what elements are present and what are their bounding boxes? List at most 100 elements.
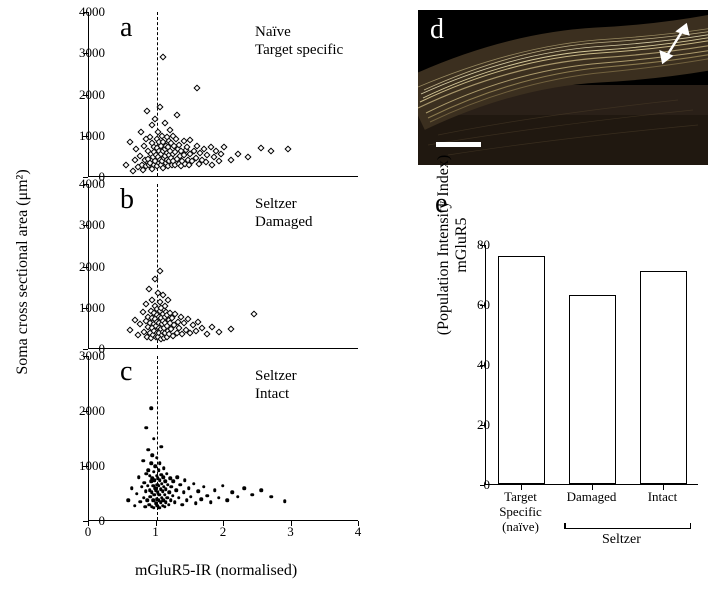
data-point — [251, 493, 255, 497]
x-tick-label: 3 — [287, 524, 294, 540]
data-point — [133, 504, 137, 508]
data-point — [283, 499, 287, 503]
data-point — [285, 145, 292, 152]
bar — [498, 256, 544, 484]
y-tick-mark — [83, 267, 88, 268]
data-point — [183, 479, 187, 483]
data-point — [187, 486, 191, 490]
scatter-y-axis-title: Soma cross sectional area (μm²) — [14, 169, 32, 374]
data-point — [133, 145, 140, 152]
data-point — [221, 484, 225, 488]
data-point — [151, 453, 155, 457]
data-point — [149, 462, 153, 466]
bar-y-tick-mark — [480, 305, 485, 306]
group-label: Seltzer — [602, 532, 641, 548]
data-point — [176, 475, 180, 479]
data-point — [178, 483, 182, 487]
data-point — [182, 491, 186, 495]
bar-y-tick-mark — [480, 245, 485, 246]
data-point — [197, 490, 201, 494]
data-point — [170, 485, 174, 489]
data-point — [270, 495, 274, 499]
data-point — [140, 485, 144, 489]
data-point — [135, 492, 139, 496]
data-point — [215, 328, 222, 335]
data-point — [205, 494, 209, 498]
data-point — [152, 275, 159, 282]
x-tick-mark — [156, 521, 157, 526]
data-point — [145, 498, 149, 502]
y-tick-mark — [83, 356, 88, 357]
panel-b-label: Seltzer Damaged — [255, 195, 312, 231]
data-point — [141, 459, 145, 463]
y-tick-mark — [83, 12, 88, 13]
y-tick-mark — [83, 136, 88, 137]
panel-e-bar-chart: (Population Intensity Index) mGluR5 0204… — [440, 235, 710, 565]
data-point — [153, 464, 157, 468]
figure-container: Soma cross sectional area (μm²) mGluR5-I… — [0, 0, 720, 594]
data-point — [174, 488, 178, 492]
panel-a-letter: a — [120, 12, 132, 44]
group-line — [564, 528, 689, 529]
data-point — [236, 495, 240, 499]
x-tick-label: 1 — [152, 524, 159, 540]
data-point — [126, 327, 133, 334]
data-point — [158, 462, 162, 466]
y-tick-mark — [83, 53, 88, 54]
data-point — [171, 494, 175, 498]
data-point — [123, 161, 130, 168]
bar-y-tick-mark — [480, 485, 485, 486]
panel-c-label: Seltzer Intact — [255, 367, 297, 403]
data-point — [144, 107, 151, 114]
data-point — [259, 488, 263, 492]
data-point — [204, 151, 211, 158]
data-point — [143, 505, 147, 509]
bar-y-tick-mark — [480, 365, 485, 366]
panel-c-label-line1: Seltzer — [255, 368, 297, 384]
data-point — [268, 147, 275, 154]
panel-b-label-line2: Damaged — [255, 214, 312, 230]
data-point — [163, 505, 167, 509]
bar-x-label: TargetSpecific(naïve) — [485, 490, 556, 535]
data-point — [147, 469, 151, 473]
data-point — [226, 498, 230, 502]
data-point — [126, 138, 133, 145]
x-tick-label: 0 — [85, 524, 92, 540]
x-tick-mark — [88, 521, 89, 526]
bar-y-tick-label: 40 — [460, 357, 490, 373]
data-point — [165, 472, 169, 476]
panel-b-scatter: b Seltzer Damaged 01000200030004000 — [50, 180, 380, 352]
data-point — [126, 498, 130, 502]
x-tick-label: 2 — [220, 524, 227, 540]
group-line-cap — [690, 523, 691, 529]
data-point — [149, 407, 153, 411]
data-point — [234, 150, 241, 157]
y-tick-mark — [83, 466, 88, 467]
data-point — [152, 470, 156, 474]
data-point — [144, 490, 148, 494]
x-tick-mark — [291, 521, 292, 526]
bar-y-tick-label: 60 — [460, 297, 490, 313]
panel-d-letter: d — [430, 14, 444, 46]
panel-a-label: Naïve Target specific — [255, 23, 343, 59]
data-point — [152, 437, 156, 441]
bar — [569, 295, 615, 484]
panel-c-scatter: c Seltzer Intact 010002000300001234 — [50, 352, 380, 537]
y-tick-mark — [83, 225, 88, 226]
data-point — [213, 488, 217, 492]
data-point — [146, 286, 153, 293]
y-tick-mark — [83, 184, 88, 185]
panel-a-scatter: a Naïve Target specific 0100020003000400… — [50, 8, 380, 180]
data-point — [227, 326, 234, 333]
panel-e-y-title-line2: (Population Intensity Index) — [435, 125, 453, 365]
data-point — [208, 161, 215, 168]
data-point — [192, 482, 196, 486]
data-point — [177, 496, 181, 500]
bar-x-label: Intact — [627, 490, 698, 505]
bar — [640, 271, 686, 484]
data-point — [159, 445, 163, 449]
data-point — [209, 501, 213, 505]
data-point — [157, 469, 161, 473]
data-point — [244, 154, 251, 161]
data-point — [185, 498, 189, 502]
